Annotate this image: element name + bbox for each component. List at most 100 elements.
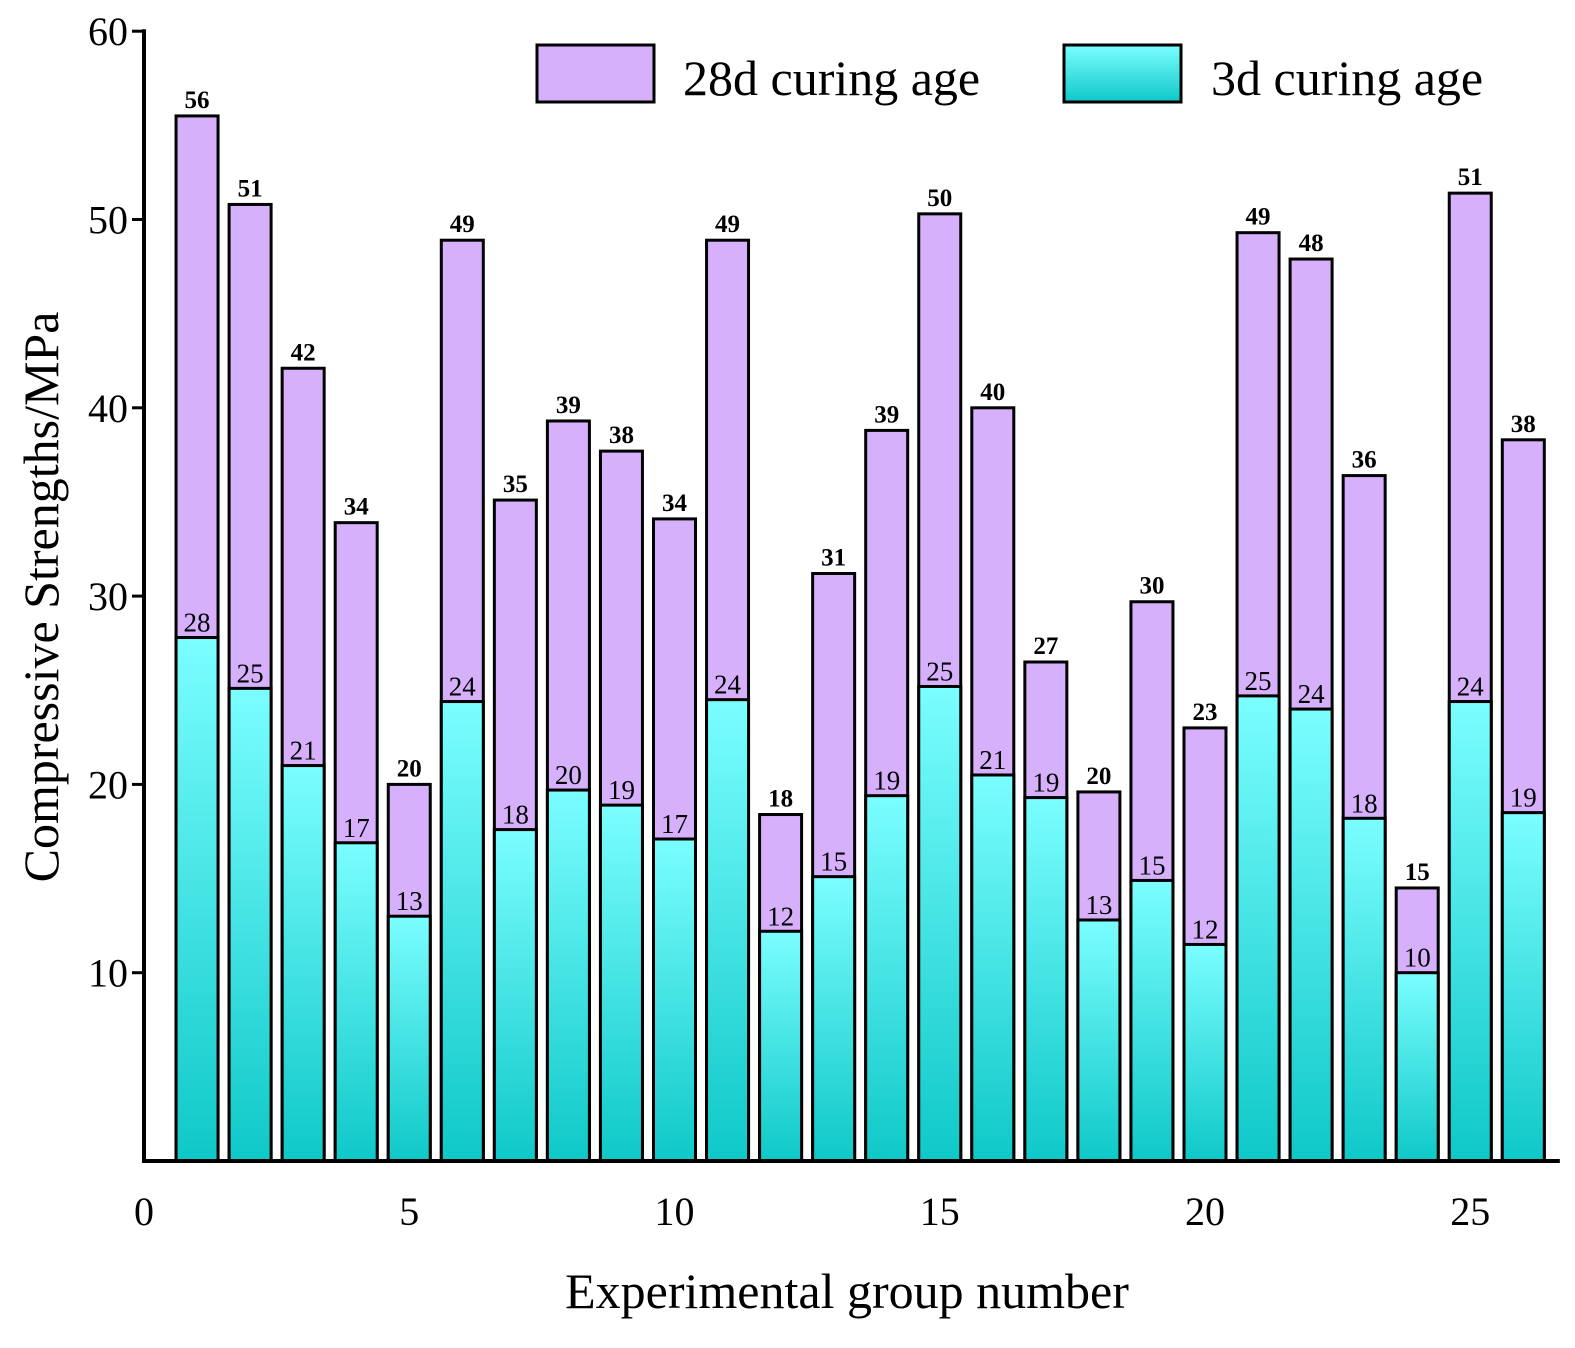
bar-3d-21: [1235, 694, 1281, 1163]
x-tick-label-5: 5: [399, 1189, 419, 1234]
label-3d-5: 13: [396, 886, 423, 916]
bar-3d-13: [811, 875, 857, 1163]
label-28d-1: 56: [185, 87, 210, 114]
label-28d-10: 34: [662, 490, 688, 517]
label-3d-10: 17: [661, 809, 688, 839]
label-28d-24: 15: [1405, 859, 1430, 886]
label-3d-9: 19: [608, 775, 635, 805]
label-3d-8: 20: [555, 760, 582, 790]
x-tick-label-20: 20: [1185, 1189, 1225, 1234]
bar-3d-20: [1182, 942, 1228, 1163]
label-3d-3: 21: [290, 736, 317, 766]
bar-3d-11: [705, 698, 751, 1163]
y-tick-label-40: 40: [88, 386, 128, 431]
bar-3d-17: [1023, 796, 1069, 1163]
y-tick-label-10: 10: [88, 951, 128, 996]
bar-3d-22: [1288, 707, 1334, 1163]
legend-label-28d: 28d curing age: [683, 50, 980, 106]
bar-3d-5: [386, 914, 432, 1163]
y-axis-title: Compressive Strengths/MPa: [13, 312, 69, 883]
bar-3d-12: [758, 929, 804, 1163]
y-tick-label-20: 20: [88, 762, 128, 807]
label-3d-21: 25: [1245, 666, 1272, 696]
label-28d-2: 51: [238, 175, 263, 202]
x-tick-label-25: 25: [1450, 1189, 1490, 1234]
label-28d-11: 49: [715, 211, 740, 238]
axes-layer: 10 20 30 40 50 60 0 5 10 15 20 25: [88, 9, 1560, 1234]
label-28d-19: 30: [1139, 573, 1164, 600]
label-28d-20: 23: [1193, 699, 1218, 726]
bars-layer: [174, 114, 1546, 1163]
legend-swatch-28d: [535, 43, 656, 104]
label-28d-7: 35: [503, 471, 528, 498]
bar-3d-2: [227, 686, 273, 1163]
bar-3d-24: [1394, 971, 1440, 1163]
label-28d-26: 38: [1511, 411, 1536, 438]
label-28d-8: 39: [556, 392, 581, 419]
label-3d-18: 13: [1085, 890, 1112, 920]
label-28d-9: 38: [609, 422, 634, 449]
bar-3d-3: [280, 764, 326, 1163]
label-3d-14: 19: [873, 766, 900, 796]
x-tick-label-10: 10: [655, 1189, 695, 1234]
label-3d-17: 19: [1032, 768, 1059, 798]
bar-3d-23: [1341, 816, 1387, 1163]
label-28d-17: 27: [1033, 633, 1058, 660]
label-28d-5: 20: [397, 755, 422, 782]
label-3d-16: 21: [979, 745, 1006, 775]
label-28d-3: 42: [291, 339, 316, 366]
bar-3d-10: [652, 837, 697, 1163]
label-28d-23: 36: [1352, 447, 1377, 474]
bar-3d-19: [1129, 878, 1175, 1163]
label-3d-15: 25: [926, 656, 953, 686]
bar-3d-26: [1500, 811, 1546, 1163]
bar-3d-4: [333, 841, 379, 1163]
y-tick-label-60: 60: [88, 9, 128, 54]
bar-3d-14: [864, 794, 910, 1163]
bar-3d-1: [174, 636, 220, 1163]
x-tick-label-0: 0: [134, 1189, 154, 1234]
bar-3d-25: [1447, 700, 1493, 1163]
bar-3d-6: [439, 700, 485, 1163]
label-3d-19: 15: [1138, 850, 1165, 880]
label-3d-26: 19: [1510, 783, 1537, 813]
label-28d-6: 49: [450, 211, 475, 238]
label-28d-13: 31: [821, 545, 846, 572]
label-3d-6: 24: [449, 672, 477, 702]
label-3d-22: 24: [1298, 679, 1326, 709]
label-3d-7: 18: [502, 800, 529, 830]
label-28d-4: 34: [344, 494, 370, 521]
label-3d-23: 18: [1351, 788, 1378, 818]
legend: 28d curing age 3d curing age: [535, 43, 1483, 106]
label-28d-18: 20: [1086, 763, 1111, 790]
label-3d-24: 10: [1404, 943, 1431, 973]
label-28d-12: 18: [768, 786, 793, 813]
label-28d-16: 40: [980, 379, 1005, 406]
label-28d-21: 49: [1246, 204, 1271, 231]
label-3d-12: 12: [767, 901, 794, 931]
bar-3d-8: [545, 788, 591, 1163]
bar-3d-18: [1076, 918, 1122, 1163]
bar-3d-15: [917, 684, 963, 1163]
label-3d-13: 15: [820, 847, 847, 877]
x-tick-label-15: 15: [920, 1189, 960, 1234]
label-3d-4: 17: [343, 813, 370, 843]
legend-label-3d: 3d curing age: [1211, 50, 1483, 106]
bar-3d-7: [492, 828, 538, 1163]
label-28d-22: 48: [1299, 230, 1324, 257]
label-3d-2: 25: [237, 658, 264, 688]
label-3d-25: 24: [1457, 672, 1485, 702]
label-28d-14: 39: [874, 401, 899, 428]
x-axis-title: Experimental group number: [565, 1263, 1129, 1319]
label-3d-1: 28: [184, 608, 211, 638]
y-tick-label-30: 30: [88, 574, 128, 619]
bar-3d-9: [598, 803, 644, 1163]
label-28d-25: 51: [1458, 164, 1483, 191]
label-3d-20: 12: [1192, 914, 1219, 944]
legend-swatch-3d: [1062, 43, 1183, 104]
y-tick-label-50: 50: [88, 198, 128, 243]
label-28d-15: 50: [927, 185, 952, 212]
label-3d-11: 24: [714, 670, 742, 700]
bar-labels-layer: 56 28 51 25 42 21 34 17 20 13 49 24 35 18 39 20 38 19 34 17…: [184, 87, 1537, 973]
